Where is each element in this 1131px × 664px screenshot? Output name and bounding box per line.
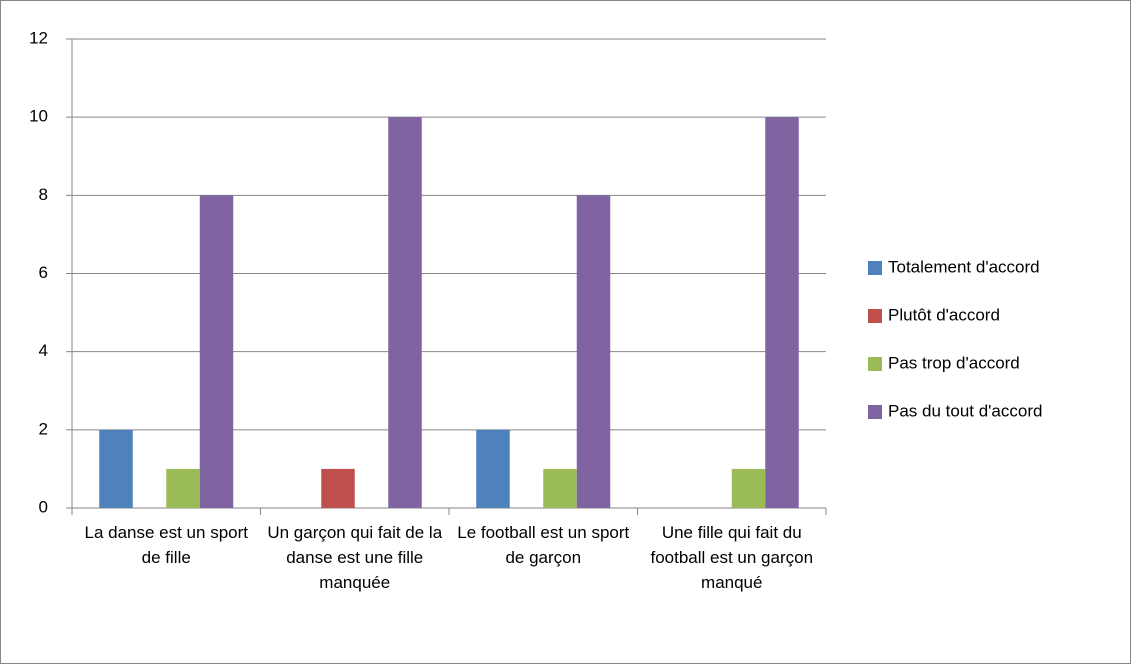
legend-label: Plutôt d'accord [888, 305, 1000, 324]
bar [99, 429, 133, 508]
y-tick-label: 4 [39, 341, 48, 360]
x-tick-label: Un garçon qui fait de la danse est une f… [267, 523, 443, 592]
x-tick-label: La danse est un sport de fille [84, 523, 248, 567]
bar [765, 117, 799, 509]
bar [731, 468, 766, 508]
bar [576, 195, 611, 509]
bar [388, 117, 422, 509]
bar [476, 429, 510, 508]
y-tick-label: 12 [29, 28, 48, 47]
y-tick-label: 2 [39, 419, 48, 438]
bar [199, 195, 234, 509]
legend-swatch [868, 261, 882, 275]
y-tick-label: 6 [39, 263, 48, 282]
x-tick-label: Une fille qui fait du football est un ga… [650, 523, 814, 592]
legend-label: Pas du tout d'accord [888, 401, 1042, 420]
bar [166, 468, 200, 508]
legend-swatch [868, 405, 882, 419]
legend-label: Totalement d'accord [888, 257, 1040, 276]
legend-swatch [868, 309, 882, 323]
bar [543, 468, 577, 508]
bar [321, 468, 355, 508]
legend-label: Pas trop d'accord [888, 353, 1020, 372]
y-tick-label: 0 [39, 497, 48, 516]
x-tick-label: Le football est un sport de garçon [457, 523, 630, 567]
y-tick-label: 8 [39, 185, 48, 204]
legend-swatch [868, 357, 882, 371]
y-tick-label: 10 [29, 107, 48, 126]
